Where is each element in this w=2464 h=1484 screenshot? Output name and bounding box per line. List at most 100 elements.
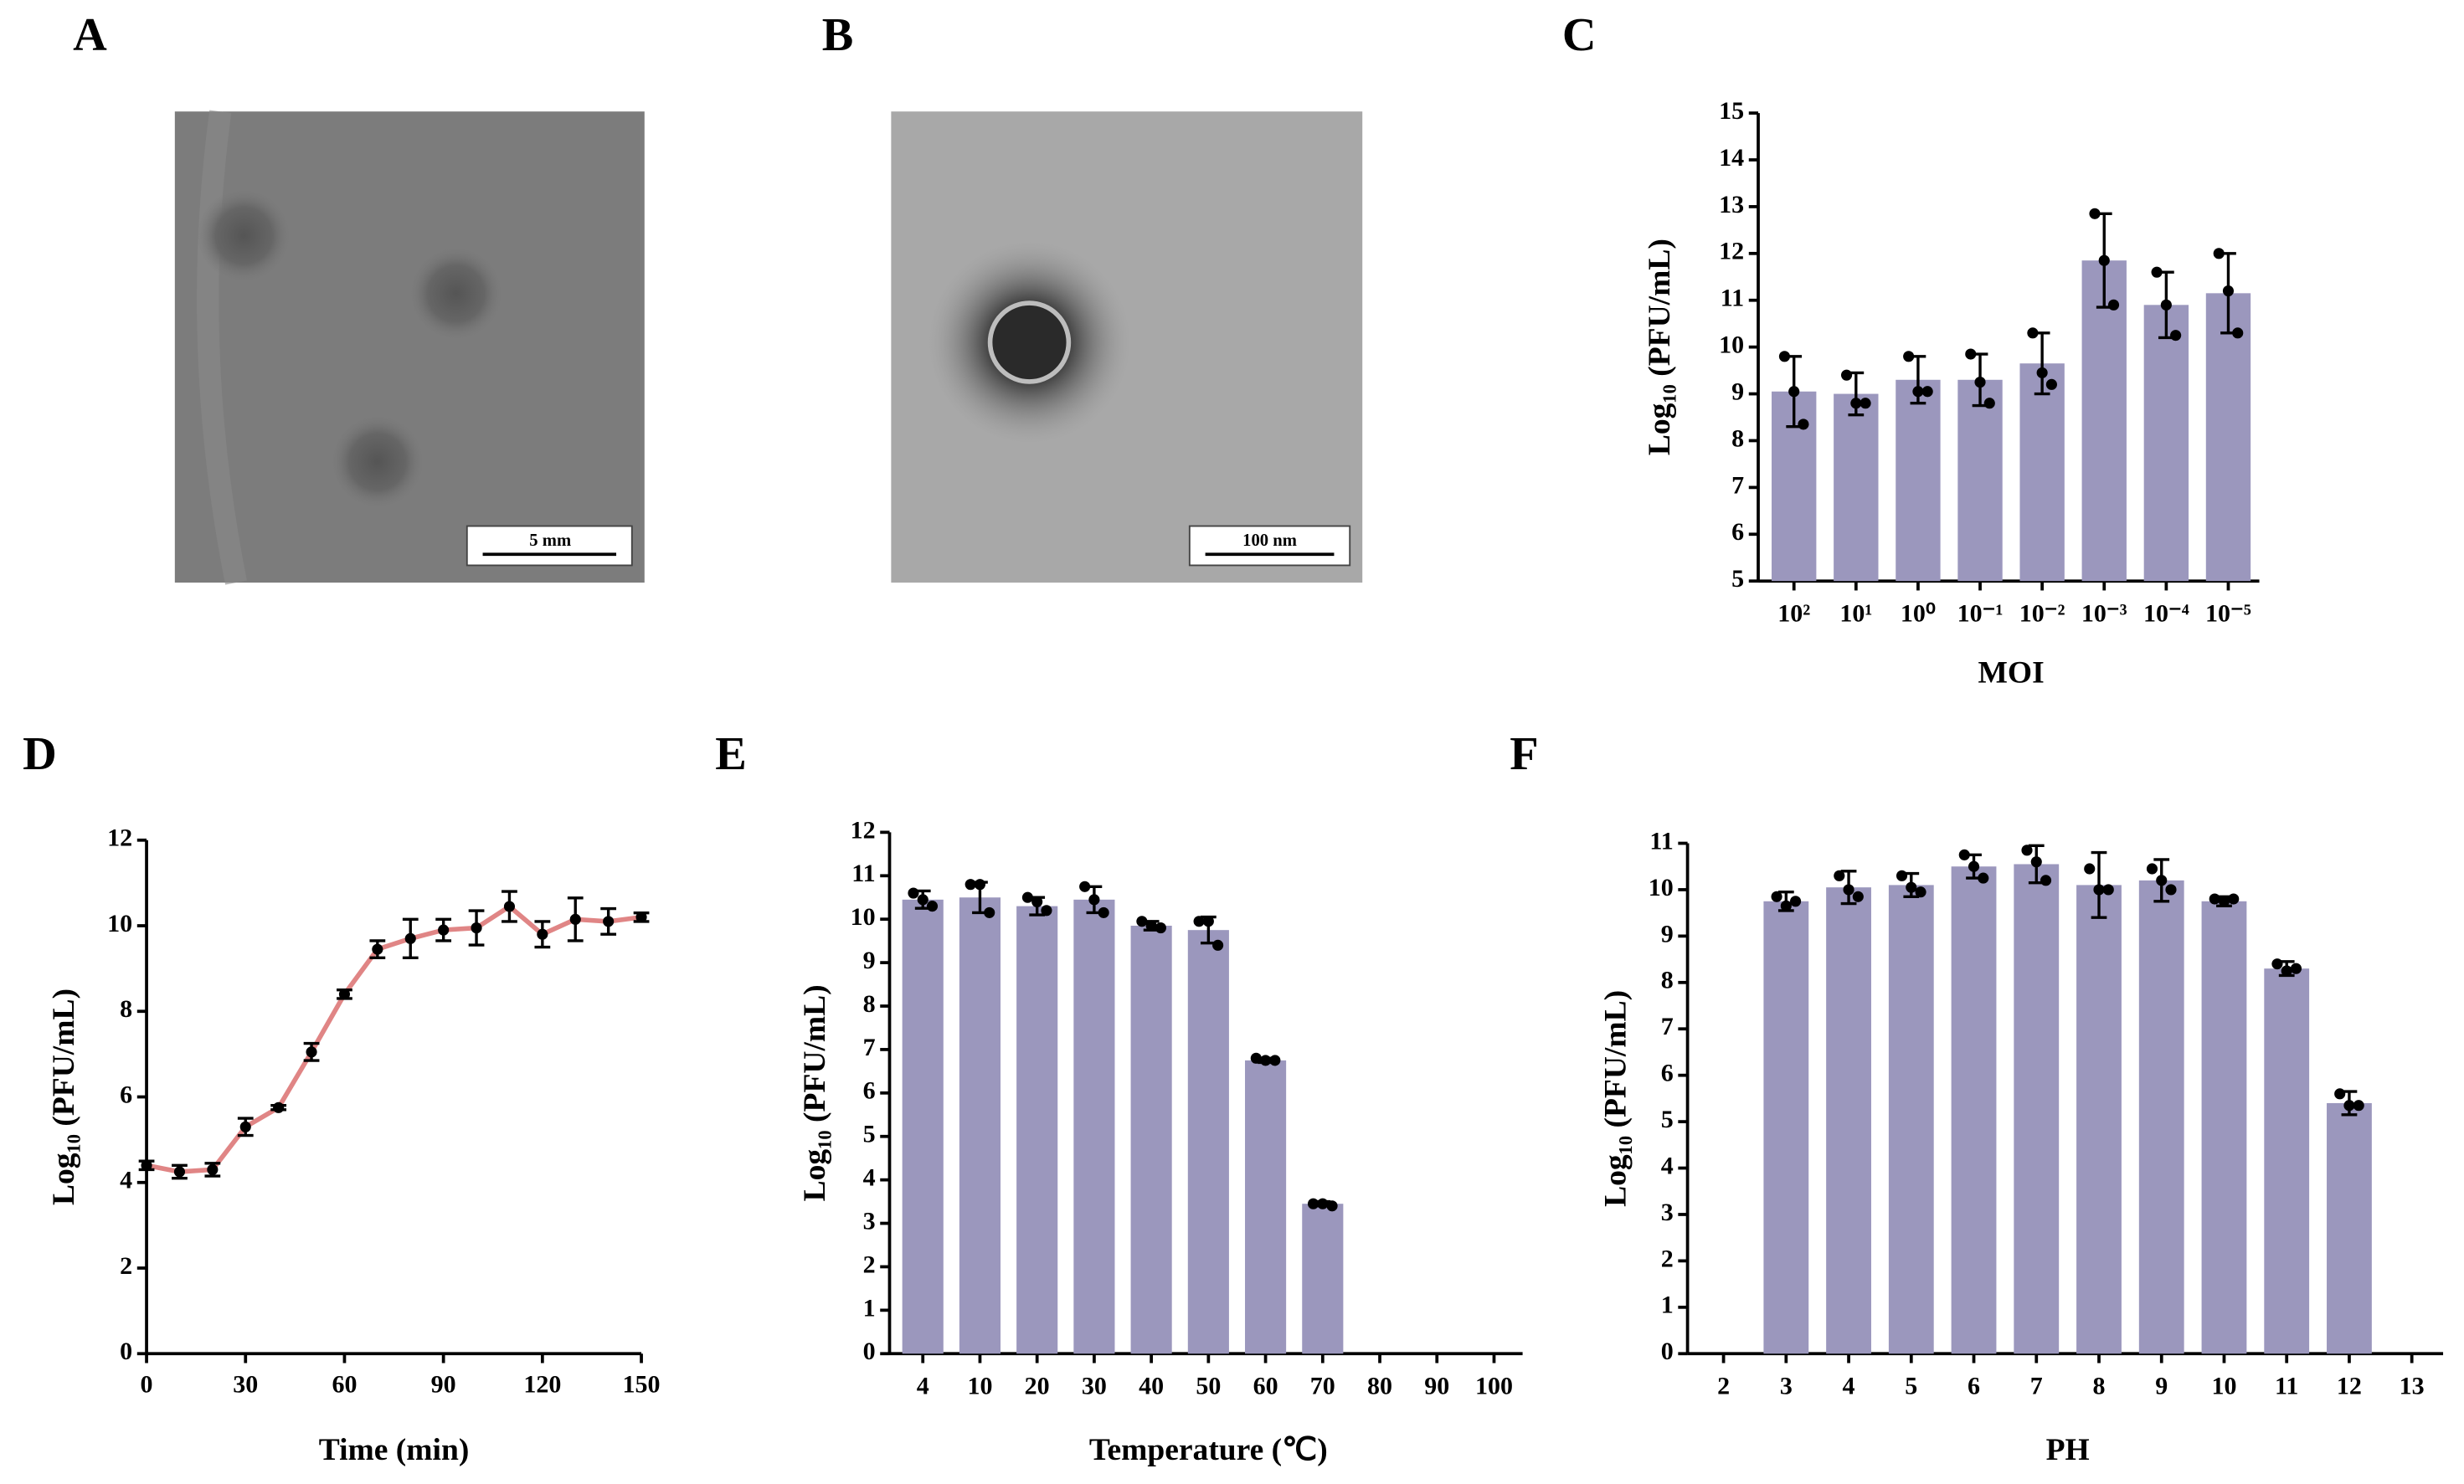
- x-tick-label: 10⁻²: [2019, 599, 2065, 627]
- data-point: [2209, 893, 2220, 905]
- y-tick-label: 3: [863, 1207, 876, 1235]
- data-point: [2036, 367, 2048, 378]
- data-point: [1079, 881, 1091, 892]
- data-point: [1906, 881, 1917, 893]
- data-point: [1965, 348, 1977, 360]
- x-tick-label: 10⁻⁵: [2205, 599, 2251, 627]
- y-tick-label: 2: [1661, 1245, 1674, 1272]
- scale-bar-label: 5 mm: [529, 531, 571, 550]
- y-tick-label: 11: [1649, 827, 1673, 855]
- marker: [503, 901, 516, 912]
- bar: [1888, 885, 1934, 1354]
- data-point: [2045, 378, 2057, 390]
- y-tick-label: 6: [120, 1081, 132, 1108]
- bar: [2205, 293, 2251, 582]
- data-point: [1041, 905, 1052, 917]
- y-tick-label: 1: [863, 1294, 876, 1322]
- y-tick-label: 8: [120, 995, 132, 1023]
- y-tick-label: 0: [120, 1338, 132, 1365]
- data-point: [1155, 922, 1166, 934]
- panel-label: D: [23, 728, 57, 780]
- data-point: [1834, 870, 1845, 881]
- line: [146, 903, 642, 1174]
- data-point: [1193, 916, 1205, 927]
- data-point: [2089, 208, 2101, 219]
- y-tick-label: 7: [863, 1034, 876, 1061]
- bar: [1826, 887, 1871, 1354]
- data-point: [1860, 398, 1871, 409]
- bar: [2143, 305, 2189, 582]
- data-point: [1896, 870, 1908, 881]
- x-tick-label: 20: [1025, 1372, 1050, 1399]
- x-tick-label: 150: [623, 1371, 661, 1399]
- x-tick-label: 0: [141, 1371, 153, 1399]
- data-point: [2160, 299, 2172, 311]
- x-axis-title: Temperature (℃): [1089, 1433, 1328, 1467]
- y-tick-label: 4: [120, 1167, 132, 1194]
- x-tick-label: 13: [2400, 1372, 2425, 1399]
- marker: [306, 1046, 317, 1058]
- data-point: [1250, 1052, 1262, 1064]
- x-tick-label: 8: [2093, 1372, 2106, 1399]
- data-point: [1790, 896, 1802, 907]
- y-tick-label: 6: [863, 1077, 876, 1105]
- y-tick-label: 12: [1719, 238, 1744, 265]
- y-tick-label: 9: [1661, 920, 1674, 947]
- data-point: [1850, 398, 1862, 409]
- x-tick-label: 80: [1367, 1372, 1392, 1399]
- marker: [635, 911, 647, 923]
- y-axis-title: Log₁₀ (PFU/mL): [798, 984, 832, 1201]
- panel-label: E: [715, 728, 747, 780]
- bar: [902, 899, 944, 1354]
- data-point: [1326, 1200, 1338, 1212]
- data-point: [2281, 965, 2292, 977]
- y-tick-label: 9: [1731, 377, 1744, 405]
- y-tick-label: 10: [1649, 874, 1674, 901]
- marker: [372, 943, 383, 955]
- bar: [1951, 866, 1997, 1354]
- bar: [2019, 363, 2065, 582]
- x-tick-label: 60: [332, 1371, 357, 1399]
- y-tick-label: 5: [1661, 1106, 1674, 1133]
- y-axis-title: Log₁₀ (PFU/mL): [1599, 990, 1633, 1207]
- y-tick-label: 7: [1661, 1013, 1674, 1040]
- bar: [2327, 1102, 2372, 1354]
- y-tick-label: 12: [851, 816, 876, 844]
- y-tick-label: 13: [1719, 191, 1744, 218]
- y-tick-label: 6: [1731, 518, 1744, 546]
- data-point: [2165, 884, 2177, 896]
- bar: [1896, 379, 1941, 582]
- data-point: [1269, 1055, 1281, 1066]
- data-point: [2093, 884, 2105, 896]
- y-tick-label: 8: [1731, 424, 1744, 452]
- x-tick-label: 70: [1310, 1372, 1335, 1399]
- data-point: [1317, 1198, 1329, 1209]
- x-tick-label: 9: [2155, 1372, 2168, 1399]
- bar: [2201, 901, 2247, 1354]
- y-axis-title: Log₁₀ (PFU/mL): [47, 988, 81, 1205]
- y-tick-label: 10: [851, 903, 876, 931]
- y-tick-label: 8: [1661, 967, 1674, 994]
- data-point: [984, 906, 995, 918]
- marker: [537, 928, 548, 940]
- y-tick-label: 14: [1719, 144, 1744, 172]
- y-tick-label: 5: [863, 1121, 876, 1148]
- bar: [2014, 864, 2060, 1354]
- y-tick-label: 8: [863, 990, 876, 1018]
- data-point: [1780, 900, 1792, 911]
- data-point: [926, 901, 939, 912]
- data-point: [2170, 330, 2182, 341]
- y-axis-title: Log₁₀ (PFU/mL): [1643, 239, 1677, 455]
- data-point: [1260, 1055, 1272, 1066]
- panel-label: A: [73, 9, 107, 61]
- bar: [1302, 1204, 1344, 1354]
- bar: [1130, 925, 1172, 1354]
- data-point: [2156, 875, 2168, 886]
- x-tick-label: 6: [1968, 1372, 1980, 1399]
- x-tick-label: 40: [1139, 1372, 1164, 1399]
- marker: [173, 1166, 186, 1178]
- y-tick-label: 0: [863, 1338, 876, 1365]
- bar: [1957, 379, 2003, 582]
